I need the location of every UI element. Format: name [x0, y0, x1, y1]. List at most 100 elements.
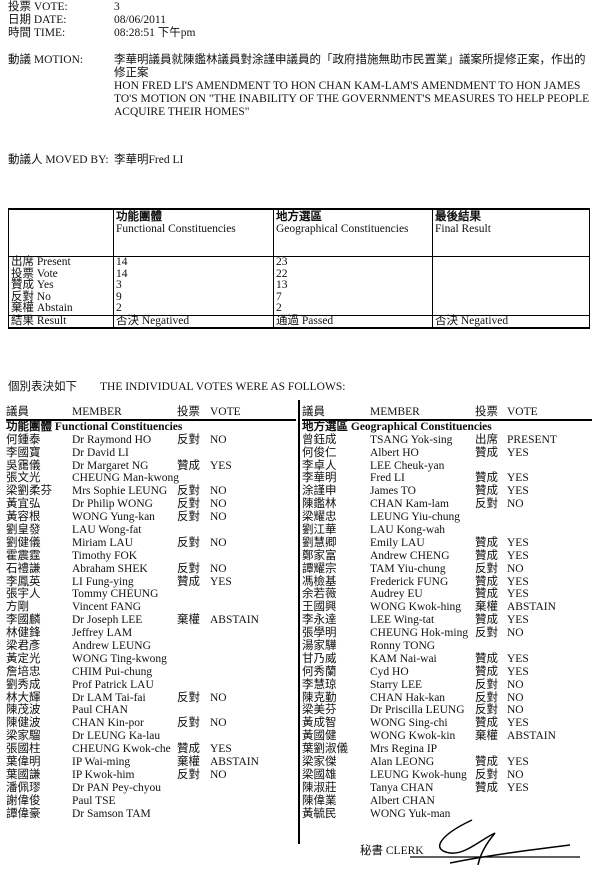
member-row: 黃容根 WONG Yung-kan 反對 NO [6, 511, 296, 524]
member-name-zh: 李國寶 [6, 446, 41, 459]
member-name-zh: 何鍾泰 [6, 433, 41, 446]
header-vote-en: VOTE [210, 406, 241, 418]
member-name-en: Dr Joseph LEE [72, 614, 143, 627]
vote-zh: 贊成 [475, 756, 498, 769]
member-row: 何鍾泰 Dr Raymond HO 反對 NO [6, 434, 296, 447]
member-row: 霍震霆 Timothy FOK [6, 550, 296, 563]
member-name-zh: 黃宜弘 [6, 498, 41, 511]
member-row: 李國麟 Dr Joseph LEE 棄權 ABSTAIN [6, 614, 296, 627]
member-row: 林大輝 Dr LAM Tai-fai 反對 NO [6, 692, 296, 705]
vote-en: YES [507, 717, 529, 730]
motion-text: 李華明議員就陳鑑林議員對涂謹申議員的「政府措施無助市民置業」議案所提修正案，作出… [114, 54, 594, 119]
date-label: 日期 DATE: [8, 14, 67, 26]
member-row: 吳靄儀 Dr Margaret NG 贊成 YES [6, 460, 296, 473]
member-name-zh: 陳淑莊 [302, 781, 337, 794]
member-name-en: LI Fung-ying [72, 575, 134, 588]
member-name-en: WONG Yuk-man [370, 807, 451, 820]
member-name-en: James TO [370, 485, 416, 498]
member-name-en: Audrey EU [370, 588, 423, 601]
member-name-en: Frederick FUNG [370, 575, 449, 588]
summary-cell: 2 [273, 302, 433, 315]
member-name-en: Dr Margaret NG [72, 459, 149, 472]
member-name-zh: 葉國謙 [6, 768, 41, 781]
vote-en: NO [507, 768, 524, 781]
member-row: 梁耀忠 LEUNG Yiu-chung [302, 511, 592, 524]
vote-en: YES [507, 665, 529, 678]
member-name-zh: 鄭家富 [302, 549, 337, 562]
member-row: 陳茂波 Paul CHAN [6, 704, 296, 717]
member-name-en: Miriam LAU [72, 536, 134, 549]
vote-zh: 棄權 [177, 756, 200, 769]
vote-en: NO [210, 536, 227, 549]
member-row: 張學明 CHEUNG Hok-ming 反對 NO [302, 627, 592, 640]
member-row: 劉江華 LAU Kong-wah [302, 524, 592, 537]
member-name-zh: 馮檢基 [302, 575, 337, 588]
summary-cell: 3 [113, 279, 274, 292]
summary-row: 反對 No 9 7 [8, 291, 590, 303]
member-row: 張文光 CHEUNG Man-kwong [6, 472, 296, 485]
member-row: 黃宜弘 Dr Philip WONG 反對 NO [6, 498, 296, 511]
member-row: 王國興 WONG Kwok-hing 棄權 ABSTAIN [302, 601, 592, 614]
member-name-en: LEUNG Yiu-chung [370, 511, 460, 524]
member-row: 梁劉柔芬 Mrs Sophie LEUNG 反對 NO [6, 485, 296, 498]
member-name-zh: 林大輝 [6, 691, 41, 704]
member-name-zh: 陳偉業 [302, 794, 337, 807]
summary-cell [432, 291, 590, 303]
member-name-zh: 黃容根 [6, 511, 41, 524]
vote-label: 投票 VOTE: [8, 1, 68, 13]
vote-zh: 贊成 [475, 614, 498, 627]
summary-row-label: 出席 Present [8, 256, 114, 269]
member-name-zh: 霍震霆 [6, 549, 41, 562]
member-name-en: Albert HO [370, 446, 419, 459]
member-row: 黃毓民 WONG Yuk-man [302, 808, 592, 821]
member-name-en: CHAN Kam-lam [370, 498, 449, 511]
vote-en: NO [210, 717, 227, 730]
summary-cell: 22 [273, 268, 433, 280]
member-row: 梁家騮 Dr LEUNG Ka-lau [6, 730, 296, 743]
header-member-en: MEMBER [72, 406, 122, 418]
header-vote-zh: 投票 [475, 406, 498, 418]
vote-en: YES [210, 459, 232, 472]
vote-en: YES [210, 743, 232, 756]
col-final: 最後結果 Final Result [432, 208, 590, 257]
member-name-zh: 劉皇發 [6, 524, 41, 537]
member-row: 李永達 LEE Wing-tat 贊成 YES [302, 614, 592, 627]
motion-label: 動議 MOTION: [8, 54, 84, 66]
member-name-en: Jeffrey LAM [72, 627, 133, 640]
member-name-zh: 李卓人 [302, 459, 337, 472]
member-row: 梁君彥 Andrew LEUNG [6, 640, 296, 653]
member-name-en: WONG Kwok-hing [370, 601, 462, 614]
vote-zh: 贊成 [475, 652, 498, 665]
member-name-zh: 甘乃威 [302, 652, 337, 665]
member-name-en: Dr Priscilla LEUNG [370, 704, 465, 717]
vote-en: YES [507, 472, 529, 485]
member-name-en: Dr Samson TAM [72, 807, 151, 820]
vote-zh: 贊成 [177, 459, 200, 472]
member-name-en: CHEUNG Man-kwong [72, 472, 180, 485]
member-row: 李國寶 Dr David LI [6, 447, 296, 460]
vote-zh: 棄權 [177, 614, 200, 627]
summary-cell: 否決 Negatived [113, 314, 274, 329]
member-name-en: Cyd HO [370, 665, 409, 678]
member-row: 石禮謙 Abraham SHEK 反對 NO [6, 563, 296, 576]
member-name-zh: 張學明 [302, 627, 337, 640]
summary-cell: 13 [273, 279, 433, 292]
motion-zh: 李華明議員就陳鑑林議員對涂謹申議員的「政府措施無助市民置業」議案所提修正案，作出… [114, 54, 586, 79]
member-row: 譚耀宗 TAM Yiu-chung 反對 NO [302, 563, 592, 576]
member-row: 梁國雄 LEUNG Kwok-hung 反對 NO [302, 769, 592, 782]
vote-zh: 棄權 [475, 730, 498, 743]
vote-zh: 反對 [177, 498, 200, 511]
member-name-zh: 梁劉柔芬 [6, 485, 52, 498]
summary-row: 棄權 Abstain 2 2 [8, 302, 590, 315]
member-row: 陳偉業 Albert CHAN [302, 795, 592, 808]
member-row: 劉秀成 Prof Patrick LAU [6, 679, 296, 692]
member-name-en: Abraham SHEK [72, 562, 148, 575]
vote-zh: 贊成 [475, 717, 498, 730]
member-row: 李華明 Fred LI 贊成 YES [302, 472, 592, 485]
vote-zh: 反對 [177, 433, 200, 446]
member-row: 方剛 Vincent FANG [6, 601, 296, 614]
member-row: 黃定光 WONG Ting-kwong [6, 653, 296, 666]
vote-zh: 反對 [177, 691, 200, 704]
member-name-en: Mrs Regina IP [370, 743, 438, 756]
member-name-en: Timothy FOK [72, 549, 138, 562]
